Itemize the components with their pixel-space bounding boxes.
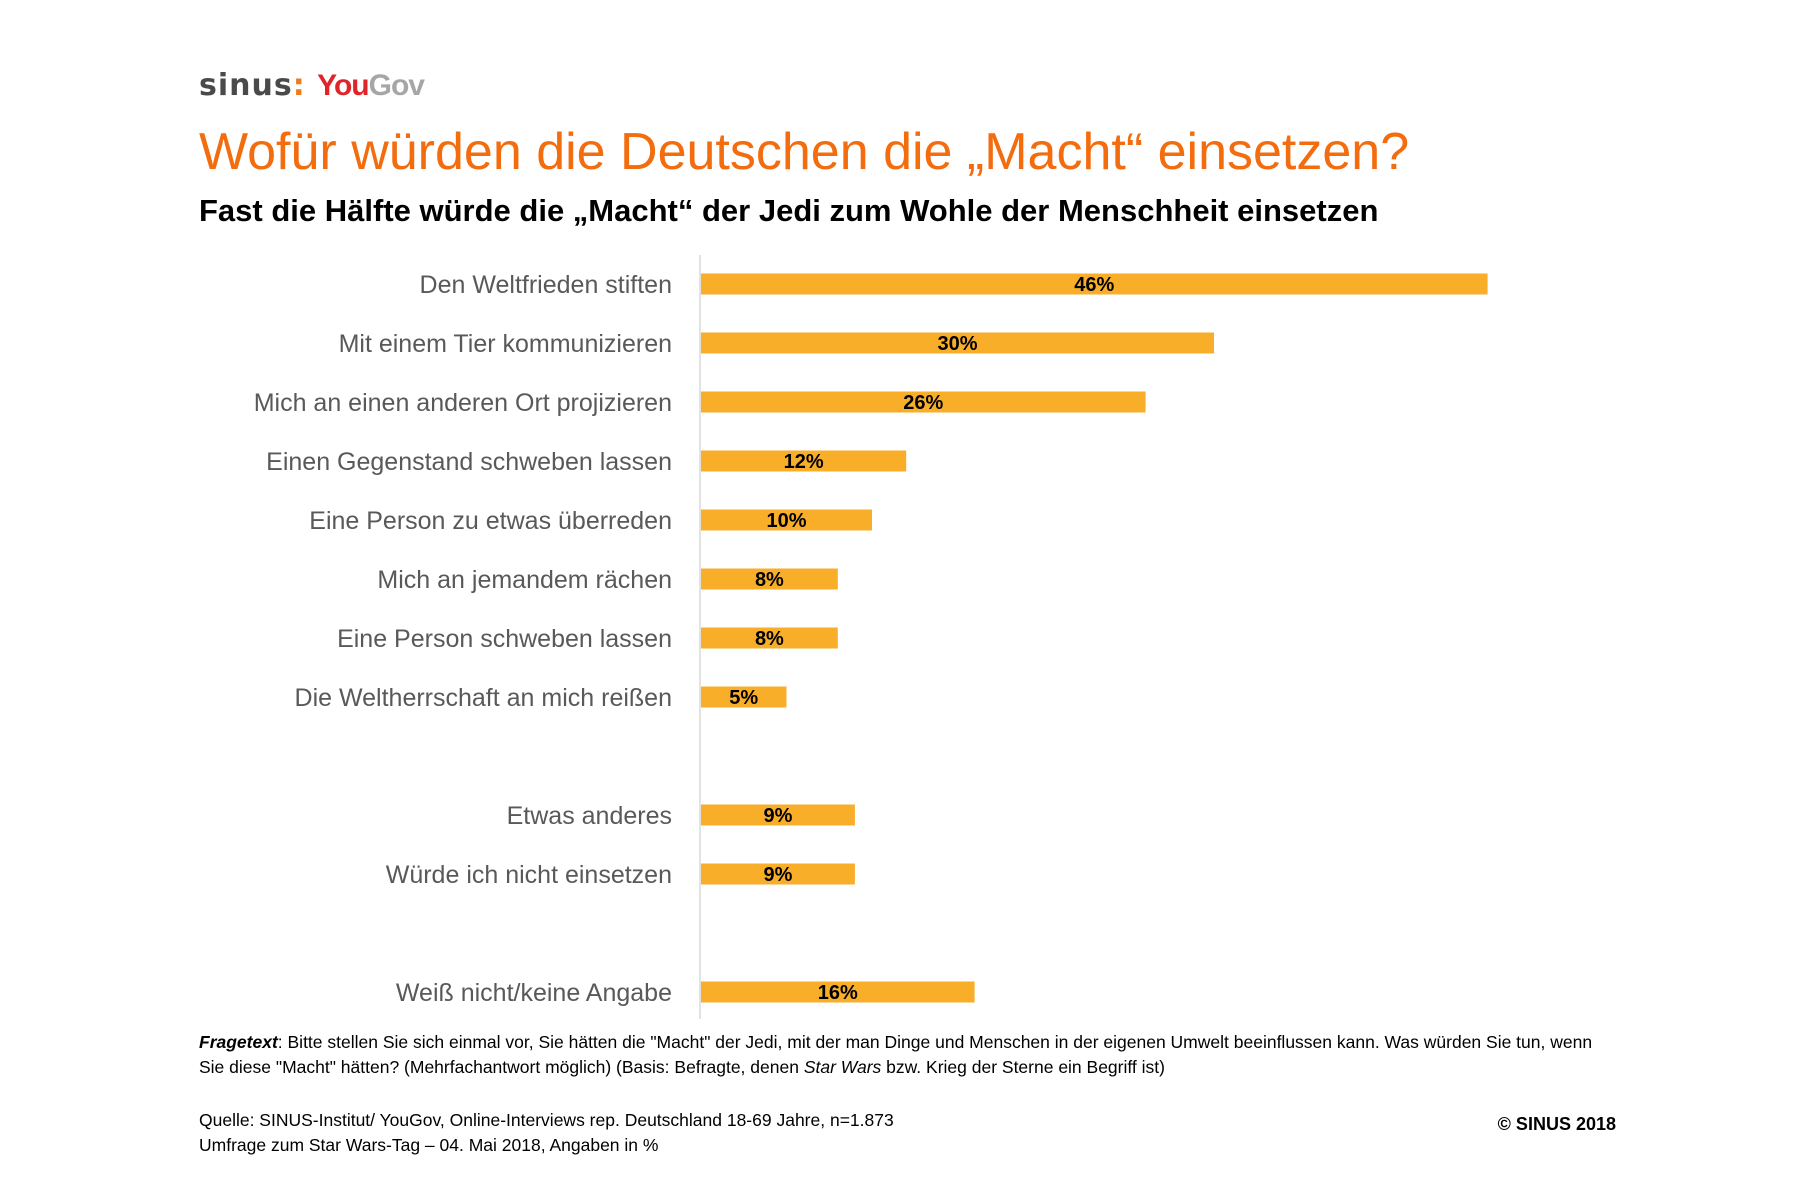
category-label: Mich an jemandem rächen — [377, 566, 672, 594]
bar — [701, 509, 872, 531]
category-label: Etwas anderes — [507, 802, 672, 830]
data-label: 5% — [729, 687, 758, 709]
data-label: 26% — [903, 392, 943, 414]
bar — [701, 273, 1488, 295]
data-label: 46% — [1074, 274, 1114, 296]
bar — [701, 332, 1214, 354]
question-text: Fragetext: Bitte stellen Sie sich einmal… — [199, 1032, 1593, 1077]
category-label: Eine Person zu etwas überreden — [309, 507, 672, 535]
data-label: 9% — [763, 864, 792, 886]
data-label: 8% — [755, 628, 784, 650]
bar — [701, 568, 838, 590]
category-label: Mit einem Tier kommunizieren — [339, 330, 672, 358]
category-label: Würde ich nicht einsetzen — [386, 861, 672, 889]
question-label: Fragetext — [199, 1032, 278, 1052]
bar — [701, 627, 838, 649]
source-line-2: Umfrage zum Star Wars-Tag – 04. Mai 2018… — [199, 1135, 659, 1155]
copyright: © SINUS 2018 — [1497, 1114, 1616, 1134]
data-label: 12% — [784, 451, 824, 473]
bar — [701, 804, 855, 826]
category-label: Mich an einen anderen Ort projizieren — [254, 389, 672, 417]
category-label: Weiß nicht/keine Angabe — [396, 979, 672, 1007]
data-label: 8% — [755, 569, 784, 591]
data-label: 16% — [818, 982, 858, 1004]
category-label: Eine Person schweben lassen — [337, 625, 672, 653]
bar — [701, 686, 787, 708]
bar-chart: Den Weltfrieden stiften 46% Mit einem Tier… — [254, 255, 1488, 1019]
category-label: Den Weltfrieden stiften — [420, 271, 672, 299]
bar — [701, 450, 907, 472]
page-title: Wofür würden die Deutschen die „Macht“ e… — [199, 123, 1410, 181]
data-label: 30% — [937, 333, 977, 355]
category-label: Einen Gegenstand schweben lassen — [266, 448, 672, 476]
bar — [701, 863, 855, 885]
data-label: 10% — [766, 510, 806, 532]
bar — [701, 391, 1146, 413]
source-note: Quelle: SINUS-Institut/ YouGov, Online-I… — [199, 1108, 894, 1158]
data-label: 9% — [763, 805, 792, 827]
category-label: Die Weltherrschaft an mich reißen — [295, 684, 672, 712]
page-subtitle: Fast die Hälfte würde die „Macht“ der Je… — [199, 193, 1379, 228]
bar — [701, 981, 975, 1003]
sinus-yougov-logo: sinus: YouGov — [199, 68, 425, 103]
source-line-1: Quelle: SINUS-Institut/ YouGov, Online-I… — [199, 1110, 894, 1130]
